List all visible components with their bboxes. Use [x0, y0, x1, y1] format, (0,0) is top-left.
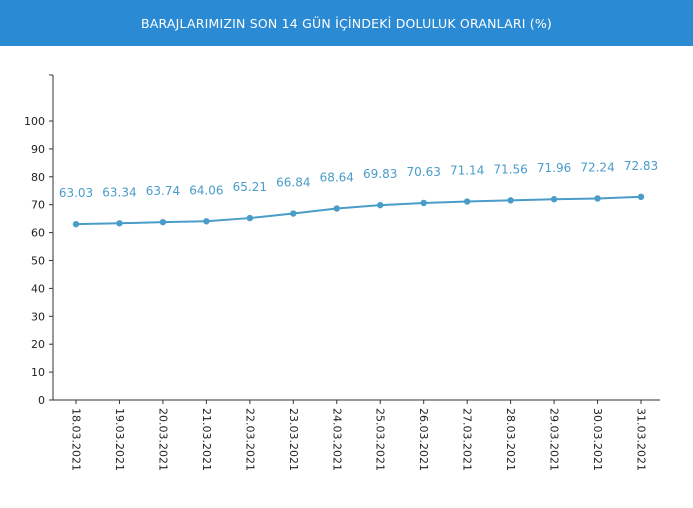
data-point — [637, 193, 645, 201]
x-tick-label: 29.03.2021 — [548, 408, 561, 471]
data-label: 63.03 — [59, 186, 93, 200]
y-tick-label: 50 — [31, 255, 45, 268]
chart-title: BARAJLARIMIZIN SON 14 GÜN İÇİNDEKİ DOLUL… — [140, 15, 553, 31]
y-tick-label: 40 — [31, 282, 45, 295]
data-point — [463, 198, 471, 205]
data-point — [507, 197, 514, 204]
y-tick-label: 70 — [31, 199, 45, 212]
y-tick-label: 30 — [31, 310, 45, 323]
x-tick-label: 31.03.2021 — [635, 408, 648, 471]
y-tick-label: 90 — [31, 143, 45, 156]
x-tick-label: 19.03.2021 — [113, 408, 126, 471]
data-label: 71.56 — [493, 162, 527, 176]
x-tick-label: 23.03.2021 — [287, 408, 300, 471]
data-point — [203, 218, 210, 225]
data-point — [290, 210, 297, 217]
data-label: 71.14 — [450, 164, 484, 178]
data-label: 64.06 — [189, 183, 223, 197]
data-label: 65.21 — [233, 180, 267, 194]
x-tick-label: 25.03.2021 — [374, 408, 387, 471]
x-tick-label: 20.03.2021 — [156, 408, 169, 471]
y-tick-label: 60 — [31, 227, 45, 240]
y-tick-label: 0 — [38, 394, 45, 407]
data-point — [116, 220, 123, 227]
data-point — [72, 220, 80, 228]
series-line — [75, 195, 642, 226]
x-tick-label: 28.03.2021 — [504, 408, 517, 471]
data-point — [159, 218, 167, 226]
data-point — [594, 195, 601, 202]
data-label: 69.83 — [363, 167, 397, 181]
y-tick-label: 80 — [31, 171, 45, 184]
data-label: 70.63 — [407, 165, 441, 179]
data-label: 68.64 — [320, 170, 354, 184]
data-label: 71.96 — [537, 161, 571, 175]
x-tick-label: 24.03.2021 — [330, 408, 343, 471]
data-label: 72.24 — [580, 160, 614, 174]
x-tick-label: 18.03.2021 — [70, 408, 83, 471]
data-label: 72.83 — [624, 159, 658, 173]
x-tick-label: 21.03.2021 — [200, 408, 213, 471]
x-tick-label: 27.03.2021 — [461, 408, 474, 471]
data-point — [550, 196, 558, 203]
y-tick-label: 20 — [31, 338, 45, 351]
data-point — [420, 199, 427, 207]
y-tick-label: 100 — [24, 115, 45, 128]
chart-header: BARAJLARIMIZIN SON 14 GÜN İÇİNDEKİ DOLUL… — [0, 0, 693, 46]
data-label: 63.34 — [102, 185, 136, 199]
y-tick-label: 10 — [31, 366, 45, 379]
x-tick-label: 26.03.2021 — [417, 408, 430, 471]
data-point — [333, 205, 340, 212]
data-point — [377, 201, 384, 209]
data-label: 66.84 — [276, 176, 310, 190]
line-chart: 0 10 20 30 40 50 60 70 80 90 100 18.03.2021 19.03.20… — [24, 74, 660, 471]
data-point — [246, 214, 254, 222]
data-label: 63.74 — [146, 184, 180, 198]
x-tick-label: 22.03.2021 — [243, 408, 256, 471]
x-tick-label: 30.03.2021 — [591, 408, 604, 471]
